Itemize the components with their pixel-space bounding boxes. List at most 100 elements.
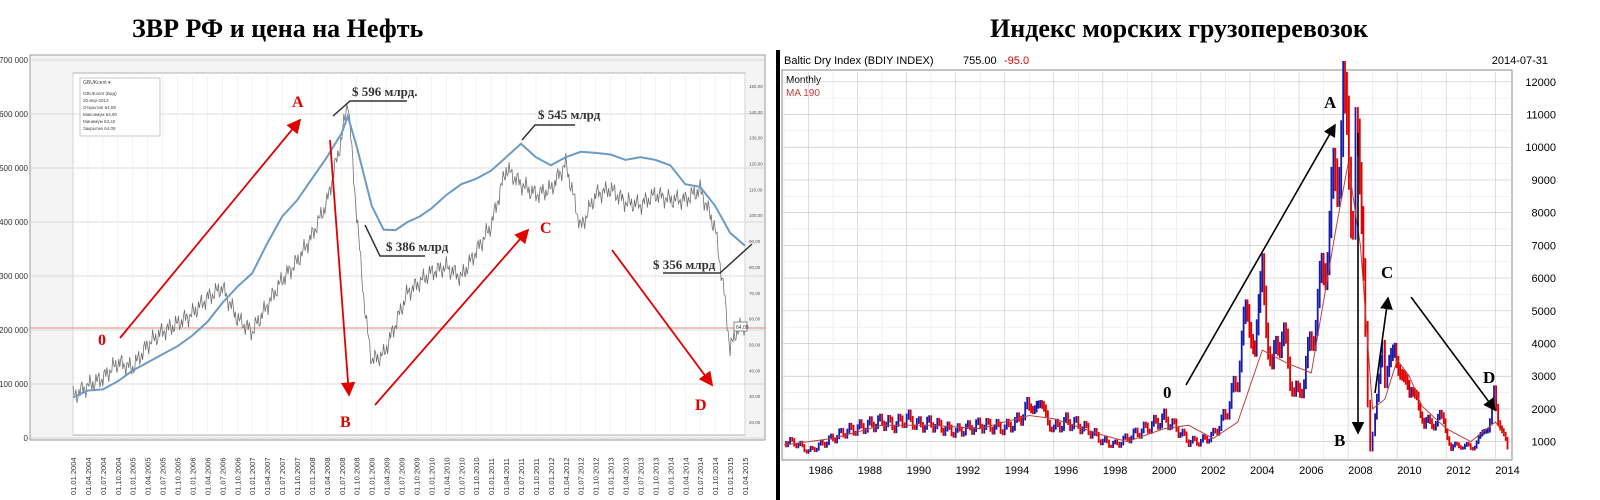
bdi-bar [1506,436,1509,450]
x-tick-label: 01.04.2007 [263,457,272,495]
left-chart-title: ЗВР РФ и цена на Нефть [132,14,424,43]
bdi-bar [1144,421,1147,428]
bdi-bar [1469,443,1472,450]
bdi-bar [987,418,990,425]
bdi-bar [1191,435,1194,444]
bdi-bar [1104,436,1106,443]
point-label: 0 [98,332,106,349]
point-label: D [1483,368,1495,387]
bdi-bar [1330,166,1333,239]
x-tick-label: 01.04.2009 [383,457,392,495]
bdi-bar [1269,346,1271,367]
bdi-bar [1314,319,1317,351]
bdi-bar [975,419,977,433]
bdi-header-date: 2014-07-31 [1492,55,1548,67]
bdi-bar [813,447,816,453]
bdi-y-tick-label: 4000 [1532,339,1556,351]
bdi-bar [965,423,967,436]
bdi-bar [785,440,787,448]
bdi-bar [1083,420,1086,432]
bdi-bar [928,415,930,423]
right-tick-label: 60,00 [749,317,761,322]
bdi-bar [1181,428,1184,437]
bdi-bar [854,431,857,436]
callout-386: $ 386 млрд [386,239,449,254]
bdi-bar [877,415,879,430]
bdi-bar [1414,387,1416,399]
point-label: 0 [1163,383,1172,402]
bdi-bar [1281,331,1283,358]
bdi-bar [905,413,908,428]
bdi-bar [1397,355,1400,376]
bdi-bar [1189,440,1192,447]
bdi-bar [844,433,847,439]
bdi-bar [1320,252,1323,284]
bdi-bar [1259,271,1262,313]
trend-arrow [1374,296,1393,394]
bdi-bar [1442,412,1445,425]
bdi-bar [1425,417,1427,429]
x-tick-label: 01.01.2013 [607,457,616,495]
bdi-bar [1406,374,1409,390]
right-tick-label: 30,00 [749,394,761,399]
bdi-bar [1151,421,1153,434]
x-tick-label: 01.10.2006 [233,457,242,495]
bdi-grid [782,72,1512,459]
bdi-bar [1126,433,1129,441]
bdi-bar [1358,118,1361,195]
bdi-bar [1392,344,1394,361]
bdi-bar [950,424,953,437]
bdi-bar [1157,417,1159,430]
right-chart-title: Индекс морских грузоперевозок [990,14,1368,43]
bdi-bar [1502,428,1505,437]
bdi-bar [1293,387,1295,397]
y-tick-label: 100 000 [0,380,29,389]
bdi-bar [838,428,841,440]
y-tick-label: 400 000 [0,218,29,227]
bdi-bar [1435,421,1437,431]
last-price-tag: 64,09 [733,321,749,332]
left-annotations: 0 A B C D $ 596 млрд. $ 386 млрд $ 545 млрд $ 35… [98,84,753,431]
bdi-bar [1214,427,1217,434]
bdi-bar [1153,414,1155,427]
bdi-bar [1163,408,1165,420]
bdi-bar [938,417,941,426]
x-tick-label: 01.01.2010 [427,457,436,495]
bdi-bar [1039,400,1042,409]
bdi-bar [1155,414,1157,424]
point-label: C [1381,263,1393,282]
bdi-bar [868,416,871,426]
bdi-bar [1491,399,1493,425]
legend-line: 20-апр-2013 [83,98,109,103]
bdi-bar [969,420,971,431]
bdi-bar [1481,429,1484,437]
callout-596: $ 596 млрд. [352,84,418,99]
x-tick-label: 01.01.2006 [188,457,197,495]
bdi-bar [1423,417,1425,429]
x-tick-label: 01.01.2007 [248,457,257,495]
bdi-bar [801,440,804,448]
bdi-bar [991,426,994,435]
bdi-bar [1024,401,1027,421]
bdi-bar [1030,403,1032,414]
bdi-bar [1179,432,1182,438]
bdi-bar [1297,380,1299,393]
bdi-bar [934,424,937,433]
x-tick-label: 01.04.2004 [84,457,93,495]
x-tick-label: 01.04.2011 [502,458,511,495]
bdi-period: Monthly [786,75,821,86]
bdi-y-tick-label: 7000 [1532,240,1556,252]
bdi-bar [1376,393,1378,420]
bdi-bar [1301,388,1303,399]
bdi-bar [1316,288,1319,336]
bdi-bar [1010,421,1012,433]
bdi-bar [1081,426,1084,435]
bdi-bar [1171,418,1174,430]
x-tick-label: 01.01.2004 [69,457,78,495]
bdi-bar [997,418,1000,428]
bdi-bar [885,421,888,431]
bdi-x-tick-label: 2006 [1299,465,1323,477]
bdi-bar [1475,440,1478,449]
bdi-bar [1340,120,1343,199]
bdi-bar [1020,415,1022,426]
